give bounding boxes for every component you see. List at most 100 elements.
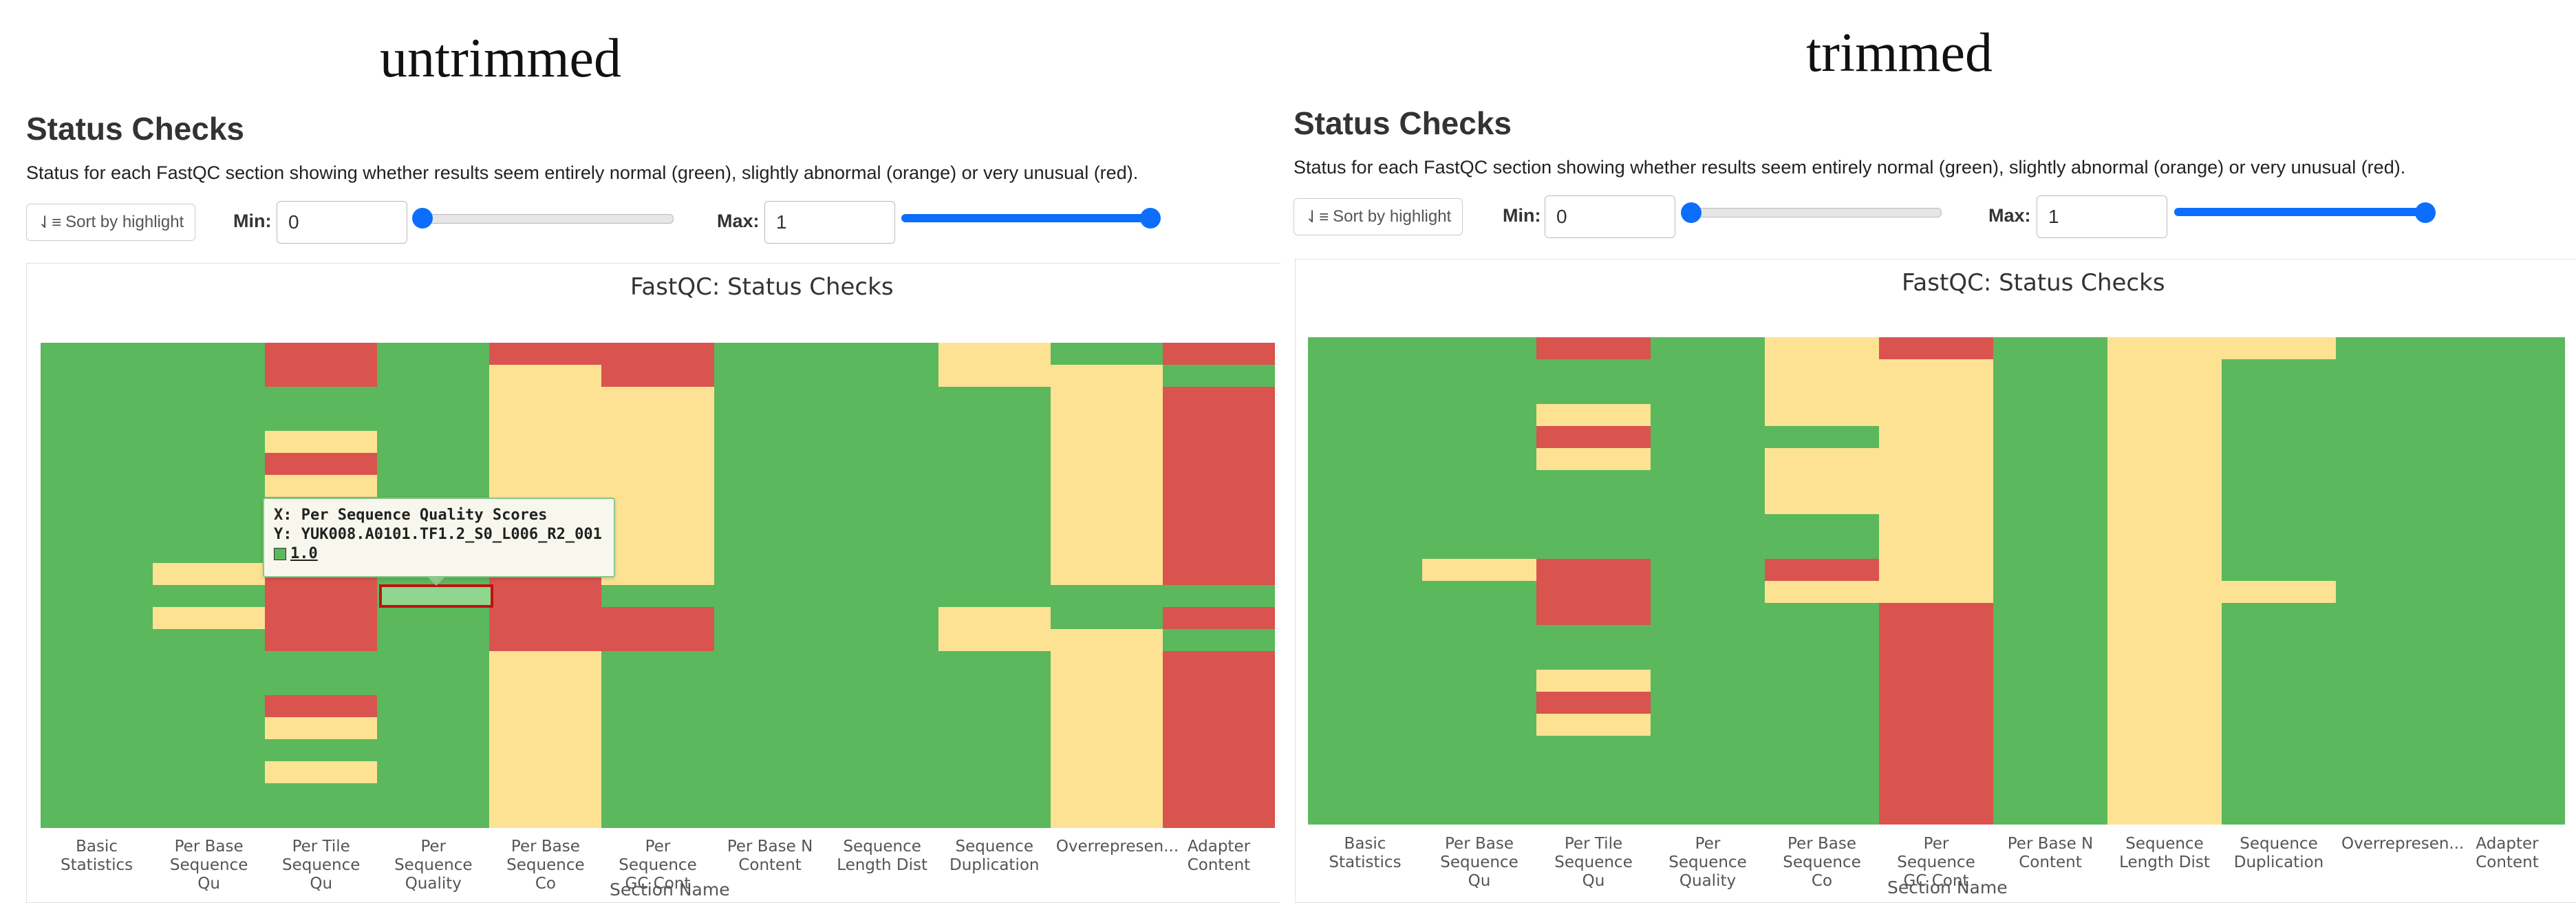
heatmap-cell[interactable] [1765,470,1880,493]
heatmap-cell[interactable] [2107,691,2222,714]
heatmap-cell[interactable] [1993,337,2108,360]
heatmap-cell[interactable] [601,585,715,608]
heatmap-cell[interactable] [2450,625,2565,648]
heatmap-cell[interactable] [1422,736,1537,758]
heatmap-cell[interactable] [1651,669,1765,692]
heatmap-cell[interactable] [938,783,1051,806]
heatmap-cell[interactable] [2222,447,2337,471]
heatmap-cell[interactable] [2107,758,2222,781]
heatmap-cell[interactable] [713,673,827,696]
heatmap-cell[interactable] [1536,492,1651,515]
heatmap-cell[interactable] [2107,736,2222,758]
min-slider-handle[interactable] [1681,202,1702,223]
hovered-cell[interactable] [379,584,493,608]
heatmap-cell[interactable] [1879,714,1994,736]
heatmap-cell[interactable] [377,365,490,387]
heatmap-cell[interactable] [2107,359,2222,382]
heatmap-grid[interactable] [41,343,1276,828]
heatmap-cell[interactable] [41,761,153,784]
heatmap-cell[interactable] [938,365,1051,387]
heatmap-cell[interactable] [1422,381,1537,405]
heatmap-cell[interactable] [938,519,1051,542]
max-slider-handle[interactable] [1140,208,1161,229]
heatmap-cell[interactable] [938,651,1051,674]
heatmap-cell[interactable] [713,651,827,674]
heatmap-cell[interactable] [2336,337,2451,360]
heatmap-cell[interactable] [1879,447,1994,471]
heatmap-cell[interactable] [1536,337,1651,360]
heatmap-cell[interactable] [938,585,1051,608]
heatmap-cell[interactable] [1765,647,1880,670]
heatmap-cell[interactable] [1879,780,1994,803]
heatmap-cell[interactable] [601,607,715,630]
heatmap-cell[interactable] [41,343,153,365]
heatmap-cell[interactable] [2450,558,2565,582]
heatmap-cell[interactable] [1422,581,1537,604]
heatmap-cell[interactable] [265,431,378,454]
heatmap-cell[interactable] [153,739,266,762]
heatmap-cell[interactable] [601,717,715,740]
heatmap-cell[interactable] [713,409,827,432]
heatmap-cell[interactable] [1765,447,1880,471]
heatmap-cell[interactable] [826,519,939,542]
heatmap-cell[interactable] [1651,447,1765,471]
min-slider[interactable] [1689,208,1942,217]
heatmap-cell[interactable] [153,431,266,454]
heatmap-cell[interactable] [1536,403,1651,427]
heatmap-cell[interactable] [489,739,602,762]
heatmap-cell[interactable] [489,365,602,387]
heatmap-cell[interactable] [1050,519,1163,542]
heatmap-cell[interactable] [2450,714,2565,736]
heatmap-cell[interactable] [1651,514,1765,538]
sort-by-highlight-button[interactable]: ⇃≡ Sort by highlight [1294,198,1463,235]
heatmap-cell[interactable] [1162,497,1276,520]
heatmap-cell[interactable] [41,475,153,498]
min-slider-handle[interactable] [412,208,433,229]
heatmap-cell[interactable] [1879,536,1994,560]
heatmap-cell[interactable] [1422,758,1537,781]
heatmap-cell[interactable] [2450,581,2565,604]
heatmap-cell[interactable] [826,651,939,674]
heatmap-cell[interactable] [1765,425,1880,449]
heatmap-cell[interactable] [41,805,153,828]
heatmap-cell[interactable] [1993,625,2108,648]
heatmap-cell[interactable] [2336,802,2451,825]
heatmap-cell[interactable] [938,717,1051,740]
heatmap-cell[interactable] [826,717,939,740]
heatmap-cell[interactable] [489,629,602,652]
heatmap-cell[interactable] [1422,558,1537,582]
heatmap-cell[interactable] [826,629,939,652]
heatmap-cell[interactable] [1308,514,1423,538]
heatmap-cell[interactable] [713,805,827,828]
heatmap-cell[interactable] [1162,739,1276,762]
max-slider[interactable] [901,214,1152,222]
heatmap-cell[interactable] [2336,514,2451,538]
heatmap-cell[interactable] [1308,581,1423,604]
heatmap-cell[interactable] [1765,780,1880,803]
heatmap-cell[interactable] [826,761,939,784]
heatmap-cell[interactable] [938,497,1051,520]
heatmap-cell[interactable] [826,387,939,410]
heatmap-cell[interactable] [1651,381,1765,405]
heatmap-cell[interactable] [1050,717,1163,740]
heatmap-cell[interactable] [41,365,153,387]
heatmap-cell[interactable] [2450,802,2565,825]
heatmap-cell[interactable] [1050,607,1163,630]
heatmap-cell[interactable] [2107,714,2222,736]
heatmap-cell[interactable] [1765,581,1880,604]
heatmap-grid[interactable] [1308,337,2565,825]
heatmap-cell[interactable] [1993,425,2108,449]
heatmap-cell[interactable] [1162,717,1276,740]
heatmap-cell[interactable] [2450,359,2565,382]
heatmap-cell[interactable] [826,365,939,387]
heatmap-cell[interactable] [1879,647,1994,670]
heatmap-cell[interactable] [713,761,827,784]
heatmap-cell[interactable] [377,343,490,365]
heatmap-cell[interactable] [265,739,378,762]
heatmap-cell[interactable] [2222,470,2337,493]
heatmap-cell[interactable] [713,453,827,476]
heatmap-cell[interactable] [489,431,602,454]
heatmap-cell[interactable] [2222,536,2337,560]
heatmap-cell[interactable] [2222,758,2337,781]
heatmap-cell[interactable] [1765,802,1880,825]
